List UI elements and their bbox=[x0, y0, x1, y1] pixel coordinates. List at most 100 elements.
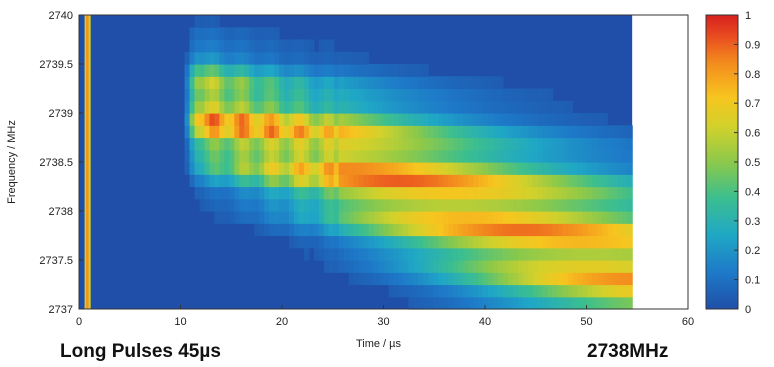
heatmap-cell bbox=[403, 113, 409, 126]
heatmap-cell bbox=[602, 284, 608, 298]
heatmap-cell bbox=[532, 113, 539, 126]
heatmap-cell bbox=[318, 125, 325, 139]
heatmap-cell bbox=[487, 125, 494, 139]
heatmap-cell bbox=[303, 174, 310, 188]
heatmap-cell bbox=[482, 247, 489, 261]
heatmap-cell bbox=[244, 174, 250, 188]
heatmap-cell bbox=[378, 247, 385, 261]
heatmap-cell bbox=[532, 235, 539, 249]
heatmap-cell bbox=[428, 113, 434, 126]
heatmap-cell bbox=[487, 235, 494, 249]
heatmap-cell bbox=[239, 162, 245, 175]
heatmap-cell bbox=[303, 223, 310, 237]
heatmap-cell bbox=[318, 51, 325, 65]
heatmap-cell bbox=[502, 100, 509, 114]
heatmap-cell bbox=[239, 27, 245, 41]
heatmap-cell bbox=[592, 284, 598, 298]
heatmap-cell bbox=[343, 198, 350, 212]
heatmap-cell bbox=[249, 162, 255, 175]
heatmap-cell bbox=[403, 88, 409, 102]
heatmap-cell bbox=[492, 223, 499, 237]
heatmap-cell bbox=[463, 284, 469, 298]
heatmap-cell bbox=[602, 211, 608, 224]
heatmap-cell bbox=[284, 88, 290, 102]
heatmap-cell bbox=[562, 272, 569, 286]
heatmap-cell bbox=[239, 39, 245, 53]
heatmap-cell bbox=[393, 223, 400, 237]
heatmap-cell bbox=[562, 174, 569, 188]
heatmap-cell bbox=[388, 162, 395, 175]
heatmap-cell bbox=[542, 235, 549, 249]
heatmap-cell bbox=[224, 137, 230, 151]
heatmap-cell bbox=[612, 125, 618, 139]
heatmap-cell bbox=[373, 235, 380, 249]
heatmap-cell bbox=[214, 51, 220, 65]
heatmap-cell bbox=[308, 186, 315, 200]
heatmap-cell bbox=[413, 260, 419, 273]
heatmap-cell bbox=[468, 162, 474, 175]
x-tick-label: 30 bbox=[377, 316, 389, 328]
heatmap-cell bbox=[199, 125, 206, 139]
heatmap-cell bbox=[477, 186, 484, 200]
heatmap-cell bbox=[537, 272, 544, 286]
heatmap-cell bbox=[473, 76, 479, 90]
heatmap-cell bbox=[507, 296, 514, 310]
heatmap-cell bbox=[224, 198, 230, 212]
heatmap-cell bbox=[458, 174, 464, 188]
heatmap-cell bbox=[562, 113, 569, 126]
heatmap-cell bbox=[463, 235, 469, 249]
heatmap-cell bbox=[453, 88, 459, 102]
heatmap-cell bbox=[597, 211, 603, 224]
heatmap-cell bbox=[184, 76, 191, 90]
heatmap-cell bbox=[408, 284, 414, 298]
heatmap-cell bbox=[552, 198, 559, 212]
heatmap-cell bbox=[293, 51, 300, 65]
heatmap-cell bbox=[343, 125, 350, 139]
heatmap-cell bbox=[373, 64, 380, 77]
heatmap-cell bbox=[308, 64, 315, 77]
heatmap-cell bbox=[298, 64, 305, 77]
heatmap-cell bbox=[413, 149, 419, 163]
heatmap-cell bbox=[577, 174, 584, 188]
heatmap-cell bbox=[378, 125, 385, 139]
heatmap-cell bbox=[617, 162, 623, 175]
heatmap-cell bbox=[453, 174, 459, 188]
heatmap-cell bbox=[388, 272, 395, 286]
heatmap-cell bbox=[433, 76, 439, 90]
heatmap-cell bbox=[438, 88, 444, 102]
heatmap-cell bbox=[587, 186, 593, 200]
heatmap-cell bbox=[562, 296, 569, 310]
heatmap-cell bbox=[378, 223, 385, 237]
heatmap-cell bbox=[298, 198, 305, 212]
heatmap-cell bbox=[333, 149, 340, 163]
heatmap-cell bbox=[527, 186, 534, 200]
heatmap-cell bbox=[482, 235, 489, 249]
heatmap-cell bbox=[284, 149, 290, 163]
heatmap-cell bbox=[393, 64, 400, 77]
heatmap-cell bbox=[487, 284, 494, 298]
heatmap-cell bbox=[562, 100, 569, 114]
heatmap-cell bbox=[209, 64, 216, 77]
heatmap-cell bbox=[557, 149, 564, 163]
heatmap-cell bbox=[398, 260, 404, 273]
heatmap-cell bbox=[522, 247, 529, 261]
heatmap-cell bbox=[487, 260, 494, 273]
heatmap-cell bbox=[249, 88, 255, 102]
heatmap-cell bbox=[532, 211, 539, 224]
heatmap-cell bbox=[279, 39, 285, 53]
heatmap-cell bbox=[468, 211, 474, 224]
heatmap-cell bbox=[274, 27, 280, 41]
heatmap-cell bbox=[547, 174, 554, 188]
heatmap-cell bbox=[383, 100, 390, 114]
heatmap-cell bbox=[378, 272, 385, 286]
heatmap-cell bbox=[229, 125, 235, 139]
heatmap-cell bbox=[448, 284, 454, 298]
heatmap-cell bbox=[502, 272, 509, 286]
heatmap-cell bbox=[259, 88, 265, 102]
heatmap-cell bbox=[582, 162, 589, 175]
heatmap-cell bbox=[393, 272, 400, 286]
heatmap-cell bbox=[517, 125, 524, 139]
heatmap-cell bbox=[313, 174, 320, 188]
heatmap-cell bbox=[438, 296, 444, 310]
heatmap-cell bbox=[338, 76, 345, 90]
